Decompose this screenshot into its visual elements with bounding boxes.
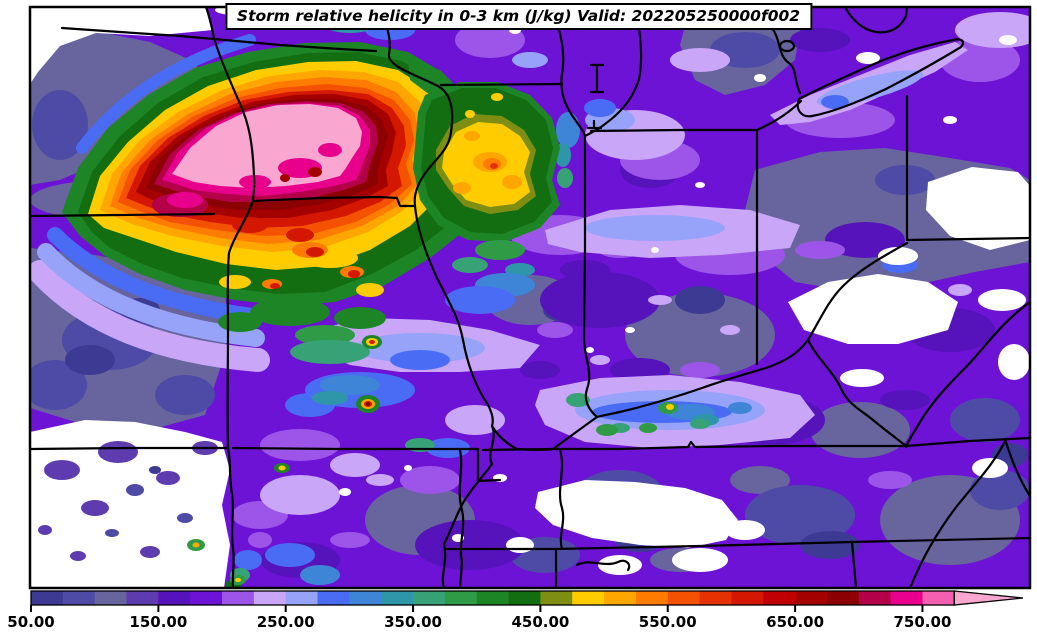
river-mississippi [376,7,495,588]
colorbar-segment [253,591,287,605]
colorbar-segment [795,591,828,605]
colorbar-tick-label: 50.00 [7,613,54,631]
colorbar-segment [540,591,573,605]
colorbar-segment [62,591,96,605]
colorbar-segment [476,591,510,605]
colorbar-segment [572,591,605,605]
border-kentucky-tennessee [481,440,907,452]
colorbar-segment [413,591,446,605]
lake-st-clair [778,39,796,53]
colorbar-segment [763,591,796,605]
colorbar-tick-label: 450.00 [511,613,569,631]
border-tennessee-northcarolina [908,437,1030,588]
colorbar-segment [31,591,64,605]
border-nebraska-kansas [30,212,216,218]
colorbar-segment [635,591,669,605]
river-missouri [204,7,256,588]
colorbar-segment [349,591,382,605]
border-alabama-georgia [850,540,858,588]
colorbar-segment [604,591,637,605]
colorbar-segment [858,591,892,605]
border-tennessee-south [443,536,1030,551]
colorbar-segment [190,591,223,605]
colorbar-segment [317,591,350,605]
river-st-francis [458,448,465,588]
colorbar-segment [381,591,414,605]
colorbar-segment [94,591,128,605]
border-westvirginia-virginia [904,300,1030,449]
border-missouri-arkansas [231,446,502,483]
colorbar-tick-label: 550.00 [639,613,697,631]
colorbar-segment [126,591,159,605]
colorbar-outline [30,590,955,606]
border-iowa-missouri [251,195,417,208]
lake-michigan-marker [586,63,605,130]
border-pennsylvania-westvirginia [905,236,1030,242]
colorbar: 50.00 150.00 250.00 350.00 450.00 550.00 650.0… [7,590,1024,631]
colorbar-segment [922,591,955,605]
michigan-thumb-shoreline [843,7,909,34]
colorbar-segment [285,591,319,605]
colorbar-segment [826,591,860,605]
detroit-river-shoreline [770,26,802,95]
border-illinois-indiana [582,135,599,419]
colorbar-segment [731,591,764,605]
colorbar-segment [158,591,191,605]
colorbar-overflow-arrow [953,590,1024,606]
colorbar-segment [890,591,924,605]
lake-erie-shoreline [796,38,965,118]
colorbar-segment [508,591,542,605]
colorbar-tick-label: 250.00 [257,613,315,631]
border-kentucky-virginia [806,338,908,448]
colorbar-tick-label: 150.00 [129,613,187,631]
state-borders-layer [30,7,1030,588]
colorbar-tick-label: 350.00 [384,613,442,631]
border-kansas-oklahoma [30,446,230,451]
colorbar-segment [444,591,478,605]
contour-fill-layer [30,7,1030,588]
border-wisconsin-illinois [439,82,564,87]
river-tennessee [558,448,565,551]
border-virginia-tennessee [904,436,1030,448]
colorbar-segment [667,591,701,605]
colorbar-tick-label: 650.00 [766,613,824,631]
colorbar-tick-label: 750.00 [894,613,952,631]
colorbar-segment [699,591,733,605]
plot-title: Storm relative helicity in 0-3 km (J/kg)… [224,3,813,30]
river-tennessee-alabama [575,559,631,572]
colorbar-segment [222,591,255,605]
